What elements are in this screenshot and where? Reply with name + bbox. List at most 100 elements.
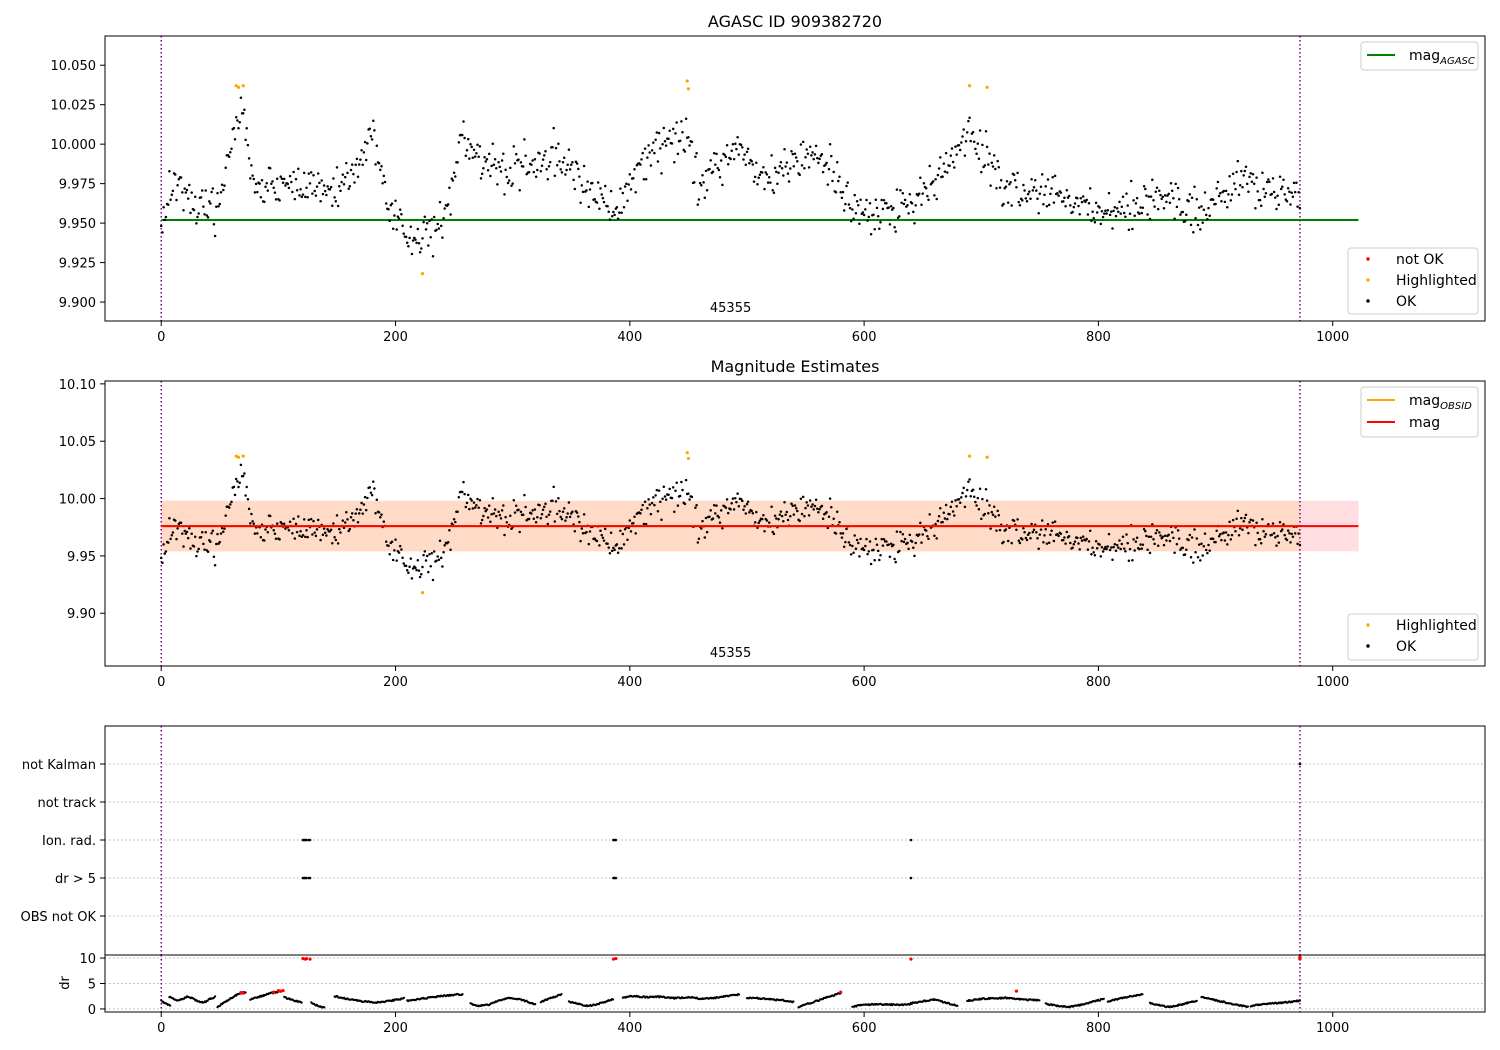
ok-point [748,162,751,165]
ok-point [518,188,521,192]
ok-point [639,163,642,166]
ok-point [294,177,298,181]
ok-point [244,494,247,497]
ok-point [1045,204,1049,208]
ok-point [1016,171,1019,175]
ok-point [1138,547,1141,551]
ok-point [393,549,396,552]
ok-point [1144,529,1147,533]
ok-point [176,527,179,530]
ok-point [1121,535,1125,539]
ok-point [881,207,885,211]
ok-point [243,108,246,111]
ok-point [734,142,737,145]
ok-point [894,230,897,233]
ok-point [239,96,243,100]
ok-point [252,522,256,526]
ok-point [1277,541,1281,544]
ok-point [215,205,218,208]
ok-point [211,529,215,533]
ok-point [1085,537,1088,541]
ok-point [862,213,866,217]
ok-point [1092,551,1095,554]
ok-point [329,528,333,531]
ok-point [974,147,977,151]
ok-point [1038,192,1042,196]
ok-point [1047,541,1051,544]
ok-point [1183,553,1187,556]
ok-point [1297,190,1300,194]
ok-point [430,551,434,555]
ok-point [256,190,259,194]
ok-point [432,215,436,219]
ok-point [345,161,348,165]
ok-point [695,152,698,155]
ok-point [548,160,552,164]
highlighted-point [967,84,972,88]
ok-point [562,507,566,510]
ok-point [1032,528,1036,532]
ok-point [1290,191,1293,195]
ok-point [763,529,766,533]
ok-point [1241,528,1244,532]
ok-point [477,155,480,158]
ok-point [1088,187,1092,190]
ok-point [350,512,354,515]
dr-point [244,991,247,994]
ok-point [398,544,402,548]
ok-point [998,186,1002,189]
ok-point [800,164,804,167]
ok-point [272,186,275,190]
ok-point [381,182,384,185]
ok-point [394,199,397,202]
ok-point [1270,533,1274,537]
ok-point [765,519,769,522]
ok-point [564,173,567,176]
flag-category-label: OBS not OK [21,910,97,925]
ok-point [468,157,471,160]
ok-point [573,529,577,533]
ok-point [989,184,992,187]
ok-point [1272,532,1276,535]
ok-point [388,219,391,223]
ok-point [554,146,558,150]
dr-point [300,1001,303,1004]
ok-point [302,171,306,175]
legend-dot-swatch [1366,644,1370,648]
ok-point [681,488,684,492]
ok-point [928,164,931,168]
ok-point [477,506,480,509]
ok-point [1268,180,1271,184]
ok-point [275,522,279,525]
ok-point [744,512,748,515]
ok-point [1064,204,1067,208]
ok-point [1051,176,1054,179]
ok-point [810,154,813,157]
ok-point [988,504,991,507]
ok-point [466,137,470,141]
ok-point [681,131,684,134]
ok-point [946,517,949,521]
ok-point [927,537,930,541]
ok-point [866,219,869,222]
ok-point [864,544,867,548]
ok-point [811,503,814,506]
ok-point [566,512,569,515]
ok-point [333,535,336,539]
ok-point [998,528,1002,532]
ok-point [265,181,268,185]
ok-point [869,232,873,236]
ok-point [405,241,409,245]
ok-point [842,545,846,549]
ok-point [398,208,402,211]
ok-point [430,218,434,221]
legend-label: not OK [1396,252,1444,268]
ok-point [1211,198,1215,201]
ok-point [393,214,396,217]
ok-point [724,506,728,510]
ok-point [1200,205,1203,208]
dr-not-ok-point [1014,989,1019,993]
ok-point [748,511,751,514]
ok-point [771,530,774,534]
ok-point [1140,547,1144,550]
